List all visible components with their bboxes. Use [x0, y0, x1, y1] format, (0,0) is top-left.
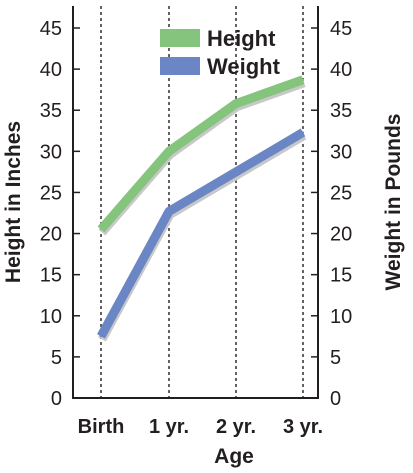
height-line: [97, 75, 305, 233]
x-axis-title: Age: [214, 445, 254, 468]
legend: Height Weight: [160, 26, 281, 79]
height-point: [235, 102, 237, 105]
right-tick-label: 20: [330, 224, 352, 246]
category-label: 1 yr.: [149, 416, 189, 438]
left-tick-label: 40: [40, 59, 62, 81]
weight-legend-label: Weight: [207, 54, 281, 79]
height-legend-swatch: [160, 29, 200, 47]
height-point: [168, 150, 170, 153]
category-label: 3 yr.: [283, 416, 323, 438]
category-label: 2 yr.: [216, 416, 256, 438]
height-legend-label: Height: [207, 26, 276, 51]
weight-line-shadow: [98, 131, 307, 342]
left-tick-label: 35: [40, 100, 62, 122]
right-tick-label: 15: [330, 265, 352, 287]
weight-point: [100, 335, 102, 338]
left-tick-label: 25: [40, 182, 62, 204]
axes: [72, 6, 319, 399]
weight-legend-swatch: [160, 57, 200, 75]
right-tick-label: 30: [330, 141, 352, 163]
left-tick-label: 15: [40, 265, 62, 287]
right-tick-label: 45: [330, 18, 352, 40]
right-tick-label: 25: [330, 182, 352, 204]
height-point: [100, 228, 102, 231]
left-tick-label: 30: [40, 141, 62, 163]
left-tick-label: 10: [40, 306, 62, 328]
right-tick-label: 10: [330, 306, 352, 328]
category-label: Birth: [78, 416, 125, 438]
left-axis-title: Height in Inches: [2, 121, 25, 283]
left-tick-label: 20: [40, 224, 62, 246]
right-tick-label: 0: [330, 388, 341, 410]
right-tick-label: 40: [330, 59, 352, 81]
weight-line: [97, 128, 306, 339]
left-tick-label: 45: [40, 18, 62, 40]
height-point: [302, 78, 304, 81]
weight-point: [302, 131, 304, 134]
series-lines: [97, 75, 307, 342]
right-axis-title: Weight in Pounds: [382, 114, 405, 291]
left-tick-label: 5: [51, 347, 62, 369]
left-tick-labels: 0 5 10 15 20 25 30 35 40 45: [40, 18, 80, 410]
left-tick-label: 0: [51, 388, 62, 410]
category-labels: Birth 1 yr. 2 yr. 3 yr.: [78, 416, 323, 438]
right-tick-label: 35: [330, 100, 352, 122]
right-tick-labels: 0 5 10 15 20 25 30 35 40 45: [311, 18, 352, 410]
right-tick-label: 5: [330, 347, 341, 369]
weight-point: [235, 170, 237, 173]
weight-point: [168, 210, 170, 213]
